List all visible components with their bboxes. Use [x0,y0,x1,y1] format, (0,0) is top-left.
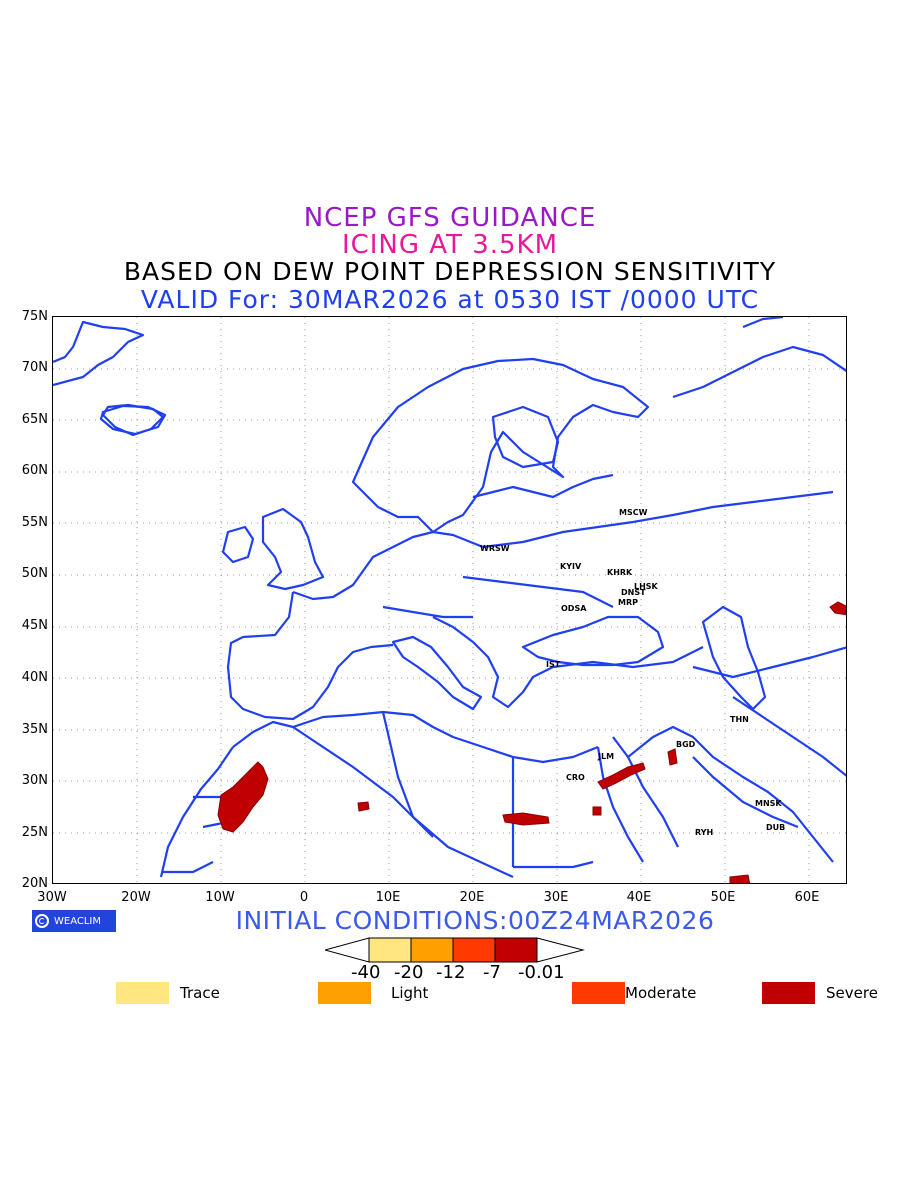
icing-area [729,874,751,883]
lon-label: 60E [794,890,820,905]
lat-label: 55N [21,515,48,530]
lon-label: 20W [121,890,151,905]
lat-label: 20N [21,876,48,891]
icing-regions [217,601,846,883]
lat-label: 65N [21,412,48,427]
city-label: LHSK [634,582,658,591]
colorbar-light [410,937,454,963]
lat-label: 70N [21,360,48,375]
lon-label: 10W [205,890,235,905]
lon-label: 20E [459,890,485,905]
lat-label: 40N [21,670,48,685]
legend-label-light: Light [391,984,429,1002]
lat-label: 50N [21,566,48,581]
title-line-2: ICING AT 3.5KM [341,230,559,260]
colorbar-left-arrow [325,937,370,963]
title-line-1: NCEP GFS GUIDANCE [303,203,597,233]
lat-label: 35N [21,722,48,737]
city-label: IST [546,660,561,669]
logo-text: WEACLIM [54,915,102,927]
city-label: RYH [695,828,714,837]
colorbar-moderate [452,937,496,963]
initial-conditions: INITIAL CONDITIONS:00Z24MAR2026 [235,906,715,935]
colorbar-severe [494,937,538,963]
icing-area [667,748,678,766]
city-label: MRP [618,598,638,607]
lon-label: 30E [543,890,569,905]
colorbar-label: -20 [394,962,424,983]
legend-swatch-trace [116,982,169,1004]
legend-label-trace: Trace [180,984,220,1002]
colorbar-label: -12 [436,962,466,983]
legend-label-severe: Severe [826,984,878,1002]
colorbar-trace [368,937,412,963]
city-label: MSCW [619,508,648,517]
colorbar-label: -40 [351,962,381,983]
logo-icon [35,914,49,928]
title-line-3: BASED ON DEW POINT DEPRESSION SENSITIVIT… [123,257,777,286]
city-label: ODSA [561,604,587,613]
icing-area [217,761,269,833]
lat-label: 45N [21,618,48,633]
city-label: KHRK [607,568,633,577]
icing-area [357,801,370,812]
legend-label-moderate: Moderate [625,984,697,1002]
city-label: MNSK [755,799,782,808]
icing-area [597,762,646,790]
lat-label: 25N [21,825,48,840]
lat-label: 60N [21,463,48,478]
city-label: WRSW [480,544,510,553]
city-label: BGD [676,740,696,749]
city-label: KYIV [560,562,582,571]
map-canvas [53,317,846,883]
colorbar-label: -7 [483,962,501,983]
lon-label: 50E [710,890,736,905]
graticule [53,317,846,883]
icing-area [829,601,846,616]
icing-area [502,812,550,826]
colorbar [325,937,585,963]
colorbar-right-arrow [536,937,585,963]
lat-label: 75N [21,309,48,324]
legend-swatch-moderate [572,982,625,1004]
coastlines [53,317,846,878]
lon-label: 40E [626,890,652,905]
valid-time: VALID For: 30MAR2026 at 0530 IST /0000 U… [140,285,760,314]
icing-area [592,806,602,816]
legend-swatch-light [318,982,371,1004]
colorbar-label: -0.01 [518,962,565,983]
lon-label: 10E [375,890,401,905]
lat-label: 30N [21,773,48,788]
city-label: DUB [766,823,786,832]
city-label: DNST [621,588,646,597]
map-panel: MSCW WRSW KYIV KHRK LHSK DNST MRP ODSA I… [52,316,847,884]
city-label: JLM [598,752,615,761]
weaclim-logo: WEACLIM [32,910,116,932]
city-label: THN [730,715,749,724]
legend-swatch-severe [762,982,815,1004]
city-label: CRO [566,773,585,782]
lon-label: 0 [299,890,309,905]
lon-label: 30W [37,890,67,905]
